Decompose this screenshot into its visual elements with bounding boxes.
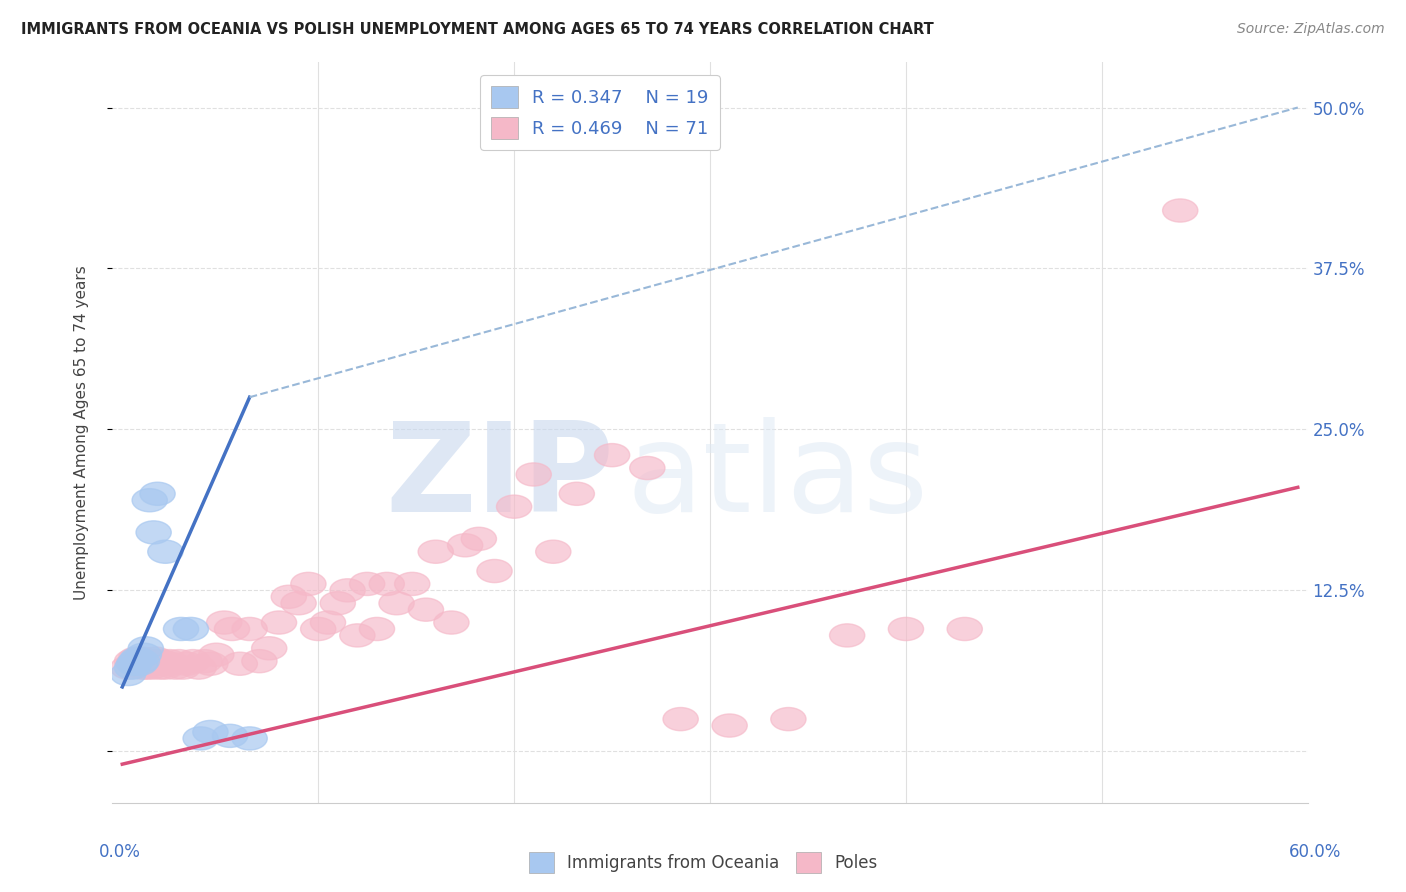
Ellipse shape	[380, 591, 415, 615]
Ellipse shape	[131, 652, 166, 675]
Ellipse shape	[127, 649, 162, 673]
Ellipse shape	[340, 624, 375, 647]
Ellipse shape	[516, 463, 551, 486]
Ellipse shape	[321, 591, 356, 615]
Ellipse shape	[889, 617, 924, 640]
Ellipse shape	[434, 611, 470, 634]
Ellipse shape	[770, 707, 806, 731]
Ellipse shape	[418, 541, 453, 564]
Ellipse shape	[311, 611, 346, 634]
Ellipse shape	[370, 573, 405, 596]
Ellipse shape	[149, 652, 186, 675]
Ellipse shape	[141, 483, 176, 506]
Text: 60.0%: 60.0%	[1288, 843, 1341, 861]
Ellipse shape	[157, 656, 193, 679]
Ellipse shape	[124, 649, 159, 673]
Ellipse shape	[207, 611, 242, 634]
Ellipse shape	[118, 647, 153, 670]
Ellipse shape	[166, 656, 201, 679]
Ellipse shape	[212, 724, 247, 747]
Ellipse shape	[395, 573, 430, 596]
Ellipse shape	[408, 598, 443, 621]
Ellipse shape	[117, 652, 152, 675]
Ellipse shape	[198, 643, 233, 666]
Ellipse shape	[132, 649, 167, 673]
Ellipse shape	[242, 649, 277, 673]
Ellipse shape	[1163, 199, 1198, 222]
Ellipse shape	[134, 656, 169, 679]
Ellipse shape	[148, 656, 183, 679]
Ellipse shape	[176, 649, 211, 673]
Ellipse shape	[830, 624, 865, 647]
Text: 0.0%: 0.0%	[98, 843, 141, 861]
Ellipse shape	[214, 617, 250, 640]
Legend: R = 0.347    N = 19, R = 0.469    N = 71: R = 0.347 N = 19, R = 0.469 N = 71	[479, 75, 720, 150]
Ellipse shape	[146, 652, 181, 675]
Ellipse shape	[153, 652, 188, 675]
Ellipse shape	[360, 617, 395, 640]
Ellipse shape	[114, 656, 149, 679]
Ellipse shape	[122, 652, 157, 675]
Ellipse shape	[117, 652, 152, 675]
Ellipse shape	[232, 617, 267, 640]
Ellipse shape	[127, 643, 162, 666]
Ellipse shape	[948, 617, 983, 640]
Ellipse shape	[136, 521, 172, 544]
Text: ZIP: ZIP	[385, 417, 614, 538]
Ellipse shape	[536, 541, 571, 564]
Ellipse shape	[111, 663, 146, 686]
Ellipse shape	[118, 649, 153, 673]
Ellipse shape	[496, 495, 531, 518]
Ellipse shape	[630, 457, 665, 480]
Ellipse shape	[124, 647, 159, 670]
Ellipse shape	[122, 652, 157, 675]
Ellipse shape	[664, 707, 699, 731]
Ellipse shape	[193, 652, 228, 675]
Ellipse shape	[128, 637, 163, 660]
Text: Source: ZipAtlas.com: Source: ZipAtlas.com	[1237, 22, 1385, 37]
Ellipse shape	[142, 656, 177, 679]
Ellipse shape	[350, 573, 385, 596]
Ellipse shape	[121, 647, 156, 670]
Ellipse shape	[560, 483, 595, 506]
Ellipse shape	[281, 591, 316, 615]
Ellipse shape	[141, 649, 176, 673]
Ellipse shape	[291, 573, 326, 596]
Ellipse shape	[132, 489, 167, 512]
Ellipse shape	[477, 559, 512, 582]
Ellipse shape	[143, 649, 179, 673]
Ellipse shape	[162, 649, 197, 673]
Ellipse shape	[152, 649, 187, 673]
Ellipse shape	[262, 611, 297, 634]
Ellipse shape	[121, 649, 156, 673]
Ellipse shape	[128, 656, 163, 679]
Ellipse shape	[181, 656, 217, 679]
Legend: Immigrants from Oceania, Poles: Immigrants from Oceania, Poles	[522, 846, 884, 880]
Ellipse shape	[114, 649, 149, 673]
Ellipse shape	[330, 579, 366, 602]
Ellipse shape	[138, 647, 173, 670]
Ellipse shape	[183, 727, 218, 750]
Ellipse shape	[232, 727, 267, 750]
Ellipse shape	[148, 541, 183, 564]
Text: IMMIGRANTS FROM OCEANIA VS POLISH UNEMPLOYMENT AMONG AGES 65 TO 74 YEARS CORRELA: IMMIGRANTS FROM OCEANIA VS POLISH UNEMPL…	[21, 22, 934, 37]
Y-axis label: Unemployment Among Ages 65 to 74 years: Unemployment Among Ages 65 to 74 years	[75, 265, 89, 600]
Ellipse shape	[163, 617, 198, 640]
Ellipse shape	[193, 721, 228, 744]
Ellipse shape	[222, 652, 257, 675]
Ellipse shape	[169, 652, 204, 675]
Ellipse shape	[447, 533, 482, 557]
Ellipse shape	[111, 656, 146, 679]
Ellipse shape	[187, 649, 222, 673]
Ellipse shape	[136, 652, 172, 675]
Ellipse shape	[124, 656, 159, 679]
Ellipse shape	[271, 585, 307, 608]
Ellipse shape	[301, 617, 336, 640]
Ellipse shape	[595, 443, 630, 467]
Ellipse shape	[711, 714, 747, 737]
Ellipse shape	[173, 617, 208, 640]
Ellipse shape	[461, 527, 496, 550]
Ellipse shape	[252, 637, 287, 660]
Text: atlas: atlas	[627, 417, 928, 538]
